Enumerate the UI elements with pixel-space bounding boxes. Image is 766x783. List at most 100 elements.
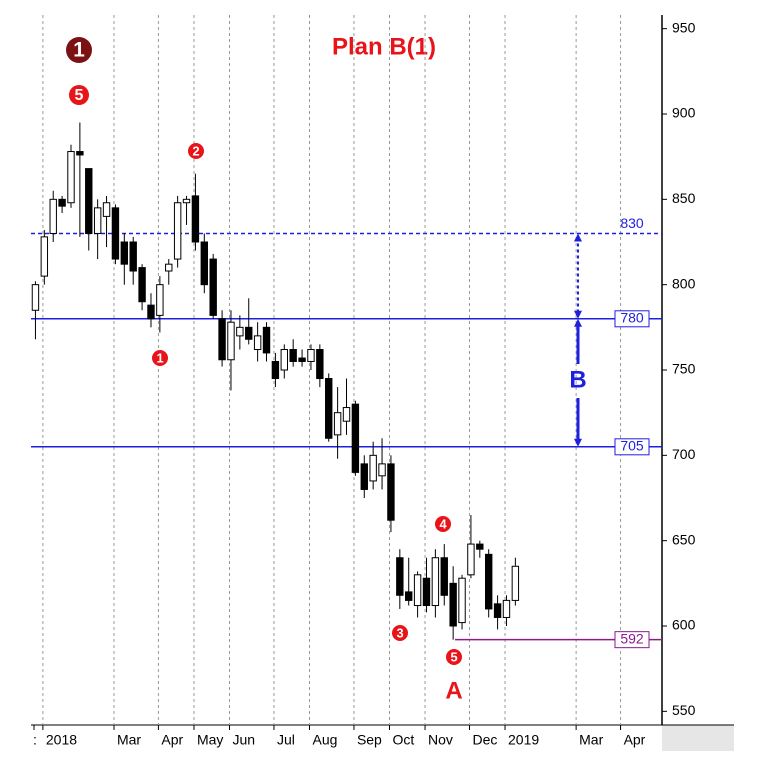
- wave-letter: A: [445, 677, 462, 704]
- wave-label: 5: [450, 649, 457, 664]
- candle-body: [245, 326, 253, 340]
- candle-body: [111, 207, 120, 260]
- candle-body: [449, 582, 457, 627]
- candle-body: [289, 349, 297, 362]
- x-tick-label: Jun: [233, 732, 256, 748]
- y-tick-label: 700: [672, 446, 696, 462]
- candle-body: [333, 412, 342, 436]
- candle-body: [102, 202, 111, 217]
- candle-body: [316, 349, 324, 380]
- candle-body: [165, 263, 173, 272]
- candle-body: [342, 407, 351, 422]
- candle-body: [253, 335, 262, 351]
- level-label-box: [614, 310, 650, 328]
- x-tick-label: Jul: [277, 732, 295, 748]
- wave-marker: [392, 625, 408, 641]
- level-label-box: [614, 438, 650, 456]
- wave-label: 2: [192, 143, 199, 158]
- axis-corner: [662, 725, 734, 751]
- x-tick-label: Apr: [161, 732, 183, 748]
- chart-title: Plan B(1): [332, 33, 436, 60]
- candle-body: [387, 463, 395, 521]
- candle-body: [502, 599, 511, 618]
- candle-body: [476, 543, 484, 550]
- candle-body: [76, 151, 84, 156]
- y-tick-label: 950: [672, 19, 696, 35]
- x-tick-label: :: [33, 732, 37, 748]
- candle-body: [209, 258, 217, 316]
- x-tick-label: 2019: [508, 732, 539, 748]
- candle-body: [298, 357, 306, 362]
- level-label: 592: [620, 630, 644, 646]
- candle-body: [182, 198, 191, 204]
- candle-body: [85, 168, 93, 234]
- x-tick-label: May: [197, 732, 223, 748]
- level-label: 830: [620, 215, 644, 231]
- wave-letter: B: [569, 366, 586, 393]
- arrow-head: [574, 438, 582, 447]
- candle-body: [307, 349, 315, 362]
- arrow-head: [574, 310, 582, 319]
- candle-body: [431, 557, 440, 607]
- candle-body: [422, 577, 431, 607]
- wave-marker: [66, 37, 92, 63]
- arrow-head: [574, 233, 582, 242]
- y-tick-label: 900: [672, 105, 696, 121]
- candle-body: [218, 318, 226, 361]
- candle-body: [280, 349, 288, 371]
- wave-label: 5: [75, 87, 84, 104]
- candle-body: [173, 202, 182, 260]
- y-tick-label: 850: [672, 190, 696, 206]
- x-tick-label: Aug: [313, 732, 338, 748]
- wave-label: 4: [439, 516, 447, 531]
- level-label: 705: [620, 438, 644, 454]
- x-tick-label: Sep: [357, 732, 382, 748]
- y-tick-label: 650: [672, 531, 696, 547]
- y-tick-label: 550: [672, 702, 696, 718]
- candle-body: [147, 304, 155, 320]
- candle-body: [378, 463, 386, 477]
- candle-body: [351, 403, 360, 473]
- candle-body: [369, 454, 377, 482]
- candle-body: [413, 574, 422, 607]
- candle-body: [405, 591, 413, 601]
- candle-body: [58, 198, 66, 207]
- x-tick-label: 2018: [46, 732, 77, 748]
- candle-body: [511, 565, 520, 601]
- x-tick-label: Dec: [472, 732, 497, 748]
- candle-body: [40, 236, 49, 277]
- candle-body: [484, 553, 493, 610]
- wave-label: 1: [156, 350, 163, 365]
- y-tick-label: 750: [672, 361, 696, 377]
- candle-body: [93, 207, 102, 234]
- candle-body: [360, 463, 368, 490]
- candle-body: [236, 326, 244, 337]
- wave-marker: [69, 85, 89, 105]
- candle-body: [138, 267, 146, 303]
- wave-marker: [188, 143, 204, 159]
- arrow-head: [574, 318, 582, 327]
- candle-body: [191, 195, 200, 243]
- x-tick-label: Oct: [392, 732, 414, 748]
- candle-body: [200, 241, 209, 286]
- wave-marker: [446, 649, 462, 665]
- candle-body: [120, 241, 129, 265]
- candle-body: [156, 284, 164, 316]
- wave-label: 1: [73, 39, 85, 62]
- candle-body: [67, 151, 75, 204]
- y-tick-label: 800: [672, 275, 696, 291]
- wave-marker: [435, 516, 451, 532]
- candle-body: [129, 241, 137, 272]
- candle-body: [227, 321, 235, 361]
- level-label-box: [614, 631, 650, 649]
- candle-body: [262, 326, 271, 354]
- candle-body: [440, 557, 448, 596]
- candle-body: [396, 557, 404, 596]
- candle-body: [458, 577, 466, 624]
- level-label: 780: [620, 310, 644, 326]
- x-tick-label: Apr: [624, 732, 646, 748]
- y-tick-label: 600: [672, 617, 696, 633]
- x-tick-label: Mar: [117, 732, 141, 748]
